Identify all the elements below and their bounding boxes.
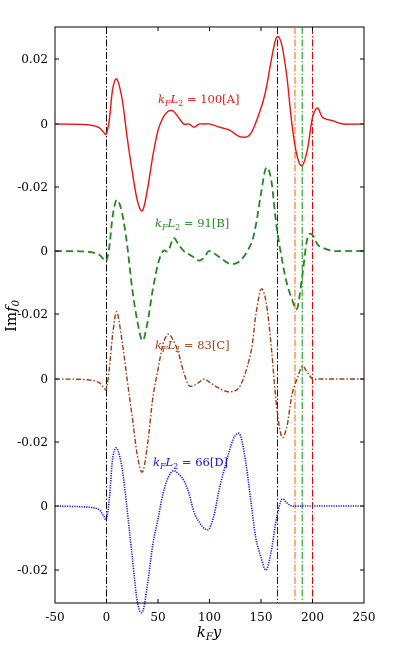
series-curves <box>54 35 365 614</box>
x-tick-label-4: 150 <box>250 610 273 624</box>
series-line-0 <box>54 35 365 212</box>
x-tick-label-0: -50 <box>45 610 64 624</box>
series-label-b: kFL2 = 91[B] <box>155 216 229 232</box>
x-tick-label-5: 200 <box>301 610 324 624</box>
series-line-3 <box>54 432 364 614</box>
x-tick-label-1: 0 <box>103 610 111 624</box>
series-label-a: kFL2 = 100[A] <box>158 92 239 108</box>
y-axis: 0.02 0 -0.02 0 -0.02 0 -0.02 0 -0.02 <box>17 52 364 577</box>
y-tick-label-7: 0 <box>40 499 48 513</box>
x-axis: -50 0 50 100 150 200 250 <box>45 27 375 624</box>
series-line-1 <box>54 166 364 342</box>
x-tick-label-2: 50 <box>150 610 165 624</box>
y-tick-label-3: 0 <box>40 244 48 258</box>
y-tick-label-8: -0.02 <box>17 563 48 577</box>
x-axis-title: kFy <box>197 623 222 643</box>
y-tick-label-6: -0.02 <box>17 435 48 449</box>
x-tick-label-6: 250 <box>353 610 376 624</box>
plot-frame <box>54 26 365 604</box>
series-line-2 <box>54 288 364 473</box>
y-axis-title: Imf0 <box>2 299 22 332</box>
series-label-d: kFL2 = 66[D] <box>153 455 228 471</box>
y-tick-label-4: -0.02 <box>17 307 48 321</box>
y-tick-label-5: 0 <box>40 372 48 386</box>
y-tick-label-0: 0.02 <box>21 52 48 66</box>
reference-lines <box>106 27 313 603</box>
series-label-c: kFL2 = 83[C] <box>155 338 230 354</box>
y-tick-label-2: -0.02 <box>17 180 48 194</box>
x-tick-label-3: 100 <box>198 610 221 624</box>
y-tick-label-1: 0 <box>40 117 48 131</box>
